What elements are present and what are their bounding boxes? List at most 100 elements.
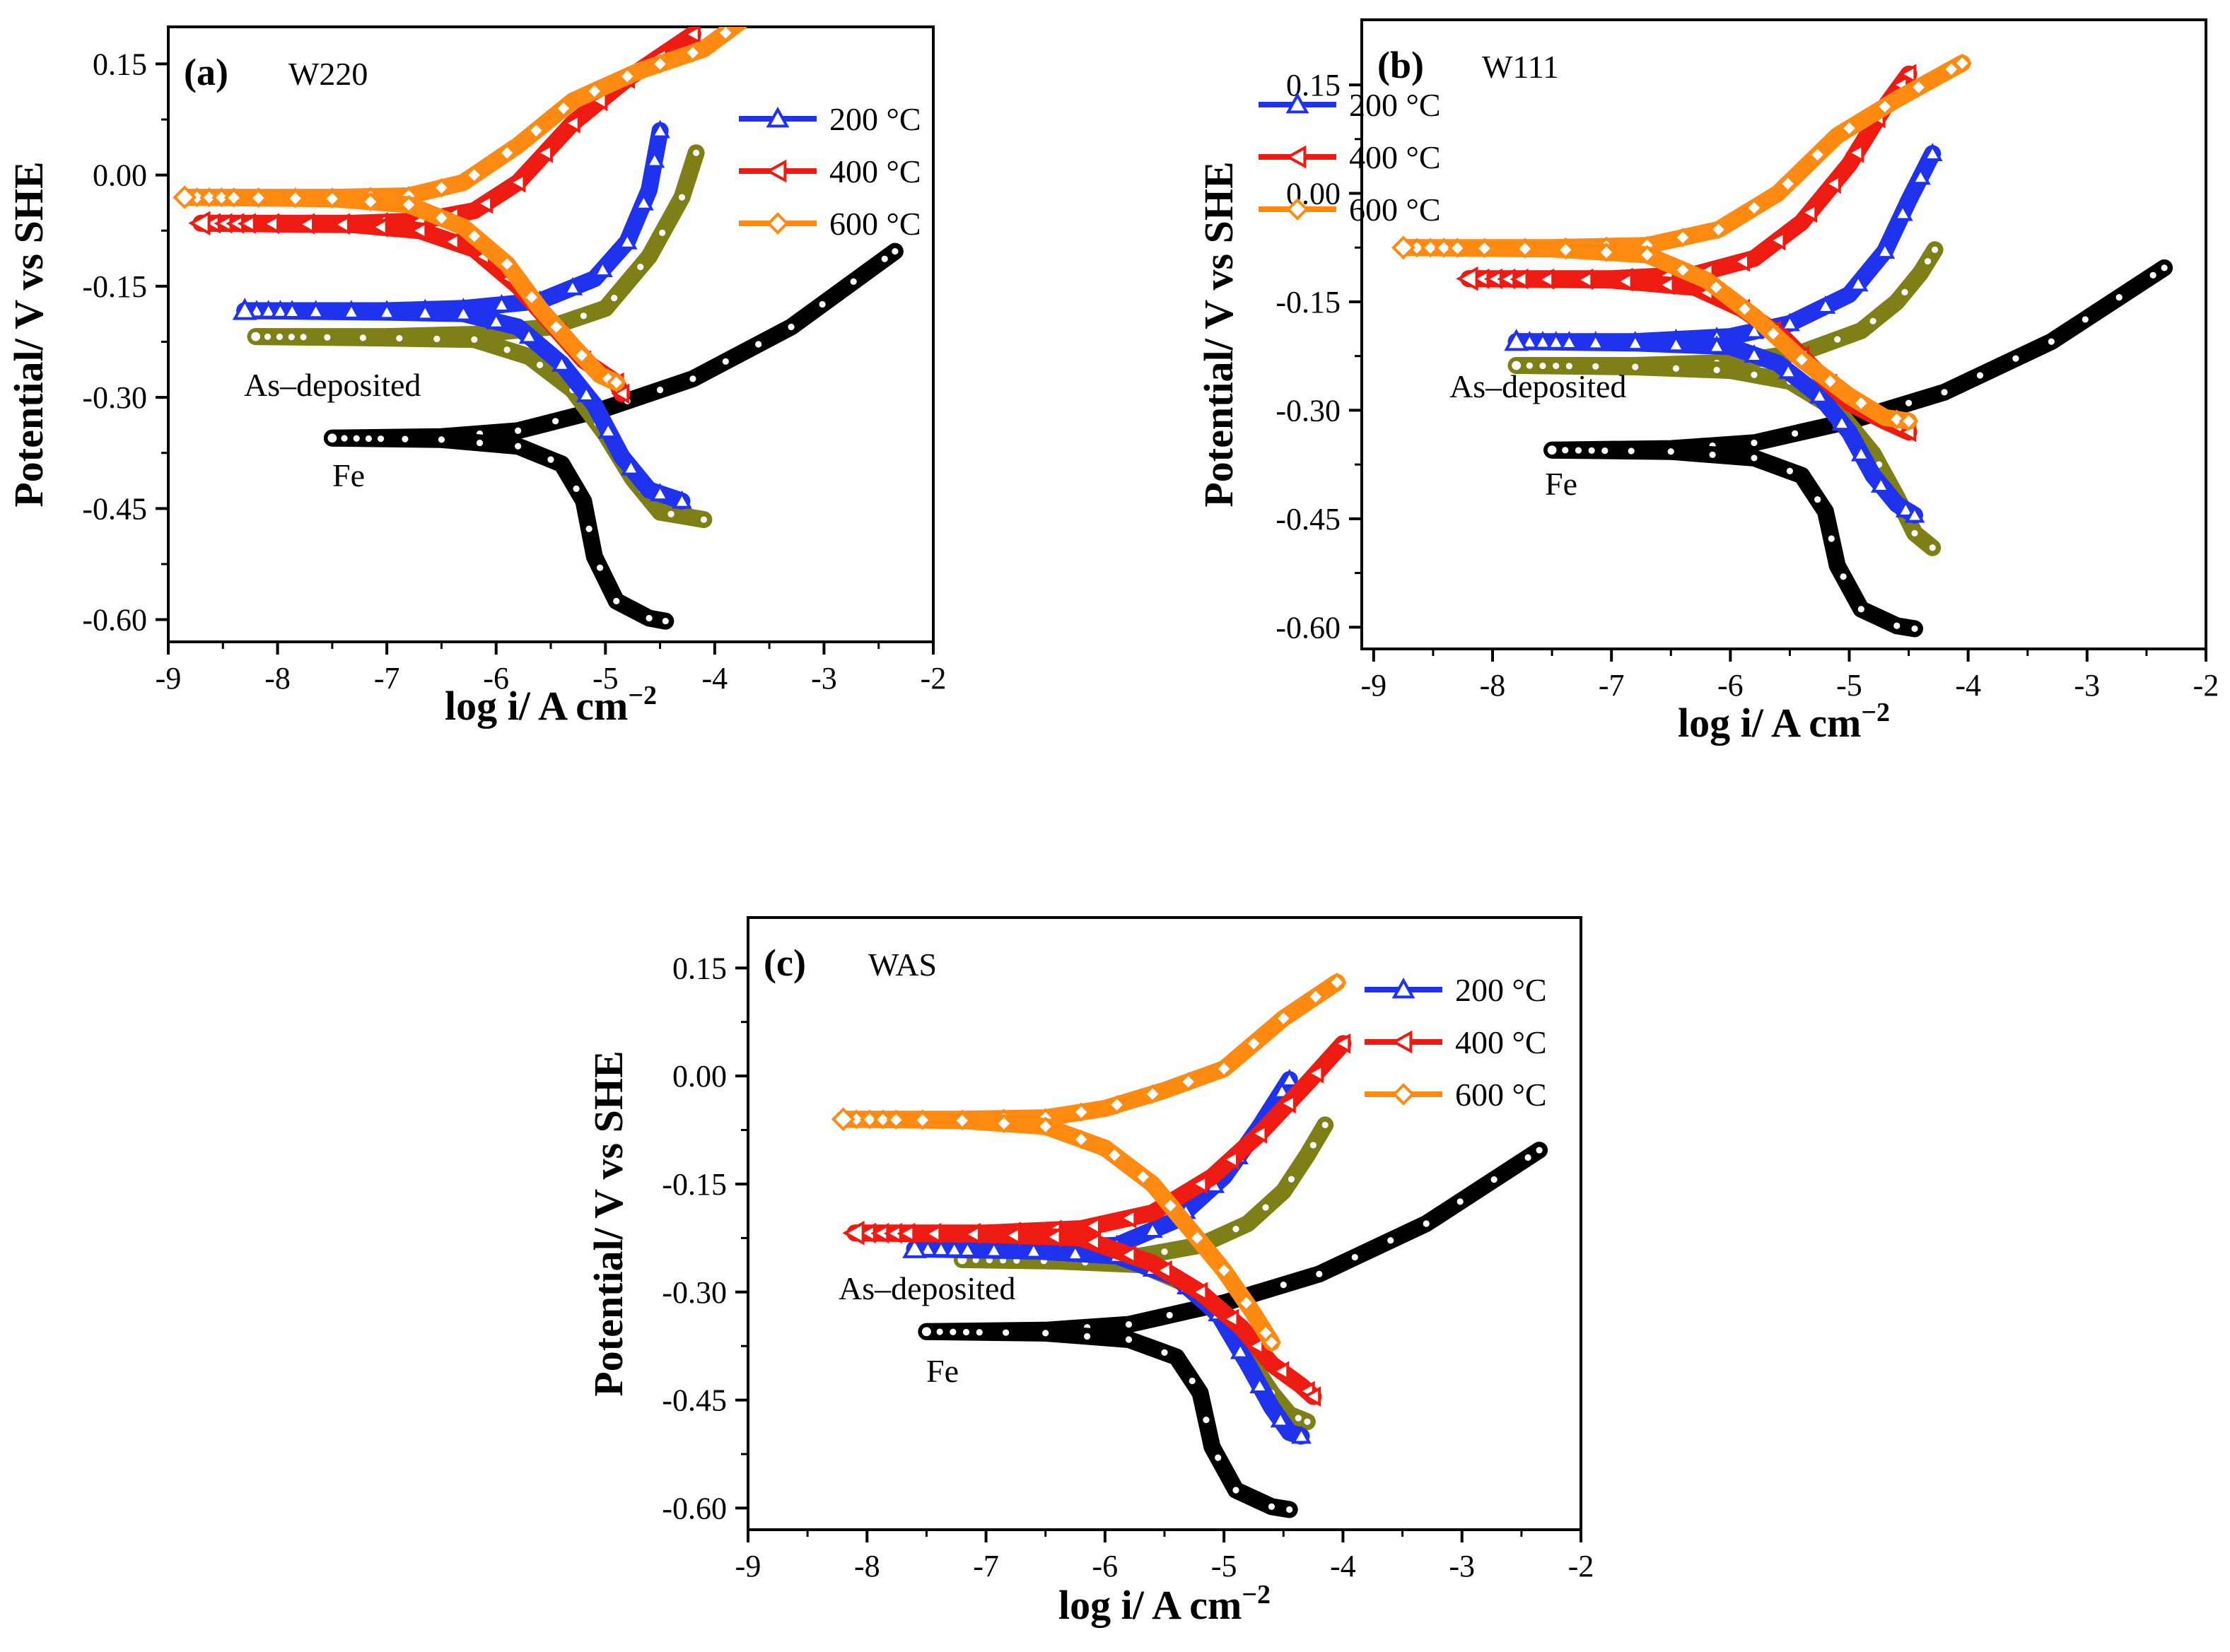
data-point: [237, 213, 256, 234]
data-point: [785, 320, 798, 334]
data-point: [644, 149, 665, 168]
series-line-cathodic: [1543, 441, 1923, 638]
data-point: [1277, 1093, 1296, 1114]
legend-unit: °C: [887, 101, 921, 137]
data-point: [650, 483, 670, 502]
data-point: [1230, 1484, 1242, 1496]
data-point: [665, 508, 677, 520]
data-point: [464, 165, 484, 185]
data-point: [332, 214, 350, 235]
data-point: [270, 300, 291, 319]
data-point: [1081, 1330, 1094, 1343]
y-tick-label: -0.60: [662, 1491, 727, 1525]
data-point: [1558, 332, 1580, 350]
data-point: [258, 300, 279, 319]
data-point: [1809, 385, 1830, 404]
data-point: [1332, 1033, 1351, 1054]
data-point: [1133, 1166, 1153, 1187]
data-point: [441, 231, 460, 252]
data-point: [1874, 240, 1896, 259]
data-point: [1922, 143, 1943, 162]
panel-label: (a): [184, 51, 228, 93]
data-point: [1815, 295, 1836, 314]
data-point: [1186, 1374, 1198, 1388]
data-point: [1474, 238, 1495, 259]
y-tick-label: -0.45: [662, 1383, 727, 1418]
legend-unit: °C: [887, 206, 921, 242]
series-layer: [831, 972, 1548, 1518]
legend-marker: [765, 159, 787, 183]
x-tick-label: -5: [1211, 1549, 1237, 1583]
x-axis-title: log i/ A cm−2: [1678, 698, 1890, 746]
x-tick-label: -4: [1955, 668, 1981, 703]
data-point: [474, 193, 494, 214]
x-tick-label: -3: [811, 661, 837, 696]
data-point: [593, 561, 607, 574]
x-tick-label: -3: [2074, 668, 2101, 703]
data-point: [356, 332, 370, 344]
legend-value: 200: [829, 101, 887, 137]
data-point: [1035, 1116, 1056, 1137]
data-point: [1596, 242, 1616, 262]
data-point: [1158, 1346, 1171, 1359]
data-point: [1533, 1144, 1546, 1156]
data-point: [273, 330, 286, 344]
x-tick-label: -9: [1360, 668, 1387, 703]
data-point: [650, 119, 670, 139]
data-point: [1220, 1308, 1239, 1330]
data-point: [592, 259, 613, 278]
data-point: [338, 432, 351, 445]
data-point: [751, 1, 766, 16]
data-point: [1845, 142, 1864, 163]
data-point: [878, 252, 891, 265]
data-point: [682, 27, 701, 45]
data-point: [634, 261, 647, 274]
legend-marker: [1391, 1030, 1413, 1054]
data-point: [1277, 1279, 1290, 1291]
data-point: [610, 594, 623, 607]
data-point: [1002, 1225, 1021, 1246]
legend-label: 600 °C: [1455, 1077, 1547, 1113]
panel-b: -9 -8 -7 -6 -5 -4 -3 -20.150.00-0.15-0.30-0.45-…: [1196, 18, 2219, 746]
data-point: [656, 226, 669, 239]
series-line-anodic: [1394, 54, 1971, 257]
x-tick-label: -8: [264, 661, 291, 696]
x-tick-label: -2: [921, 661, 947, 696]
data-point: [1249, 1375, 1271, 1394]
data-point: [1563, 360, 1575, 373]
x-axis-title: log i/ A cm−2: [445, 681, 657, 729]
data-point: [507, 172, 526, 193]
series-layer: [173, 1, 904, 630]
legend-label: 400 °C: [1455, 1024, 1547, 1060]
data-point: [1891, 619, 1903, 632]
data-point: [973, 1326, 986, 1339]
data-point: [1870, 474, 1891, 493]
series-200-c: [232, 119, 692, 510]
data-point: [361, 192, 380, 212]
data-point: [719, 355, 732, 368]
data-point: [1706, 277, 1726, 298]
data-point: [1898, 64, 1917, 85]
data-point: [1434, 238, 1454, 258]
data-point: [1656, 274, 1675, 295]
data-point: [1265, 1500, 1278, 1513]
data-point-start: [1504, 329, 1529, 351]
legend-unit: °C: [1512, 1077, 1547, 1113]
data-point: [1082, 1231, 1101, 1253]
data-point: [431, 332, 443, 346]
data-point: [1763, 324, 1783, 344]
data-point: [362, 432, 375, 445]
data-point: [376, 301, 397, 320]
data-point: [369, 216, 388, 238]
data-point: [1546, 331, 1567, 350]
data-point: [659, 615, 672, 628]
data-point: [199, 187, 219, 208]
data-point: [468, 333, 481, 346]
data-point-start: [831, 1107, 856, 1132]
y-tick-label: 0.00: [672, 1059, 727, 1094]
x-axis-title-exponent: −2: [628, 681, 657, 710]
panel-label: (c): [764, 942, 806, 984]
data-point: [261, 213, 280, 235]
data-point: [409, 220, 428, 241]
data-point: [1118, 1207, 1137, 1229]
